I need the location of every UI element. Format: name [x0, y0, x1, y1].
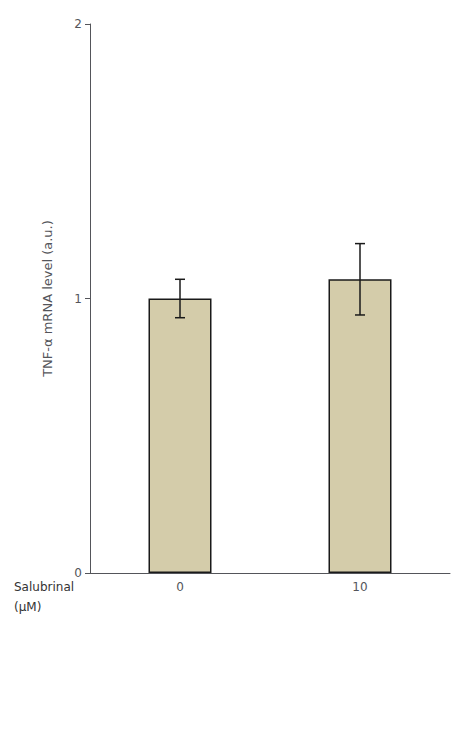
svg-text:(μM): (μM)	[14, 600, 41, 614]
svg-text:2: 2	[74, 17, 82, 31]
svg-text:10: 10	[352, 580, 367, 594]
svg-text:Salubrinal: Salubrinal	[14, 580, 74, 594]
svg-text:TNF-α mRNA level (a.u.): TNF-α mRNA level (a.u.)	[40, 220, 55, 378]
svg-text:0: 0	[74, 566, 82, 580]
svg-text:1: 1	[74, 292, 82, 306]
svg-text:0: 0	[176, 580, 184, 594]
